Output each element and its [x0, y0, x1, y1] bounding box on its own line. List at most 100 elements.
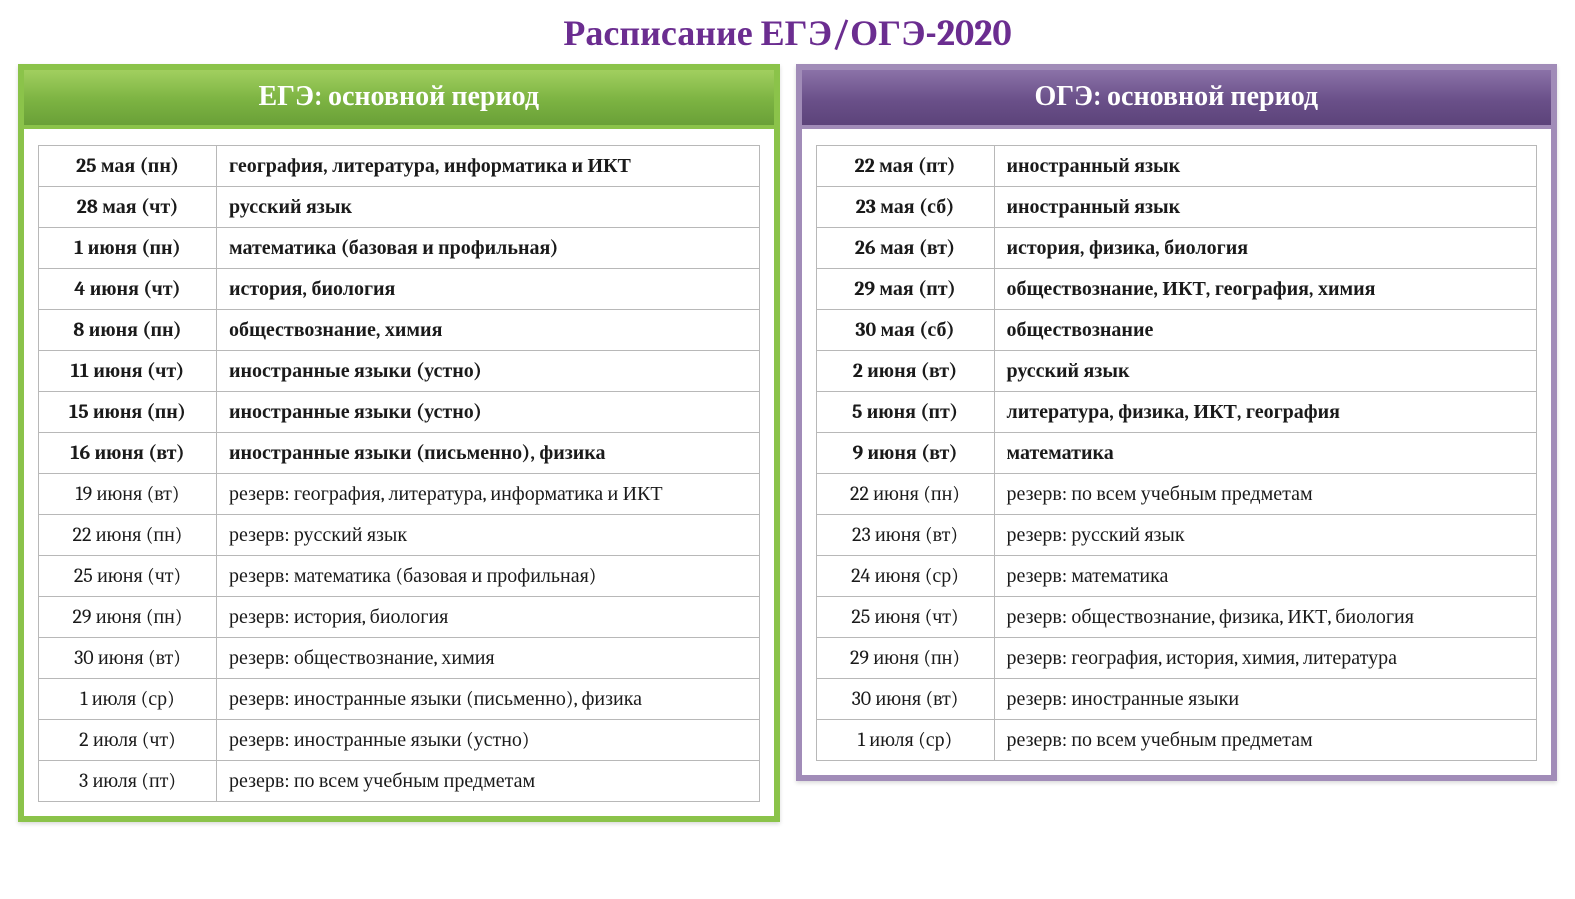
date-cell: 8 июня (пн) [39, 310, 217, 351]
subject-cell: резерв: по всем учебным предметам [217, 761, 760, 802]
date-cell: 30 мая (сб) [816, 310, 994, 351]
subject-cell: резерв: по всем учебным предметам [994, 474, 1537, 515]
date-cell: 5 июня (пт) [816, 392, 994, 433]
date-cell: 1 июля (ср) [816, 720, 994, 761]
subject-cell: резерв: география, история, химия, литер… [994, 638, 1537, 679]
table-row: 9 июня (вт)математика [816, 433, 1537, 474]
table-row: 22 мая (пт)иностранный язык [816, 146, 1537, 187]
table-row: 30 мая (сб)обществознание [816, 310, 1537, 351]
page-title: Расписание ЕГЭ/ОГЭ-2020 [18, 12, 1557, 54]
date-cell: 16 июня (вт) [39, 433, 217, 474]
table-row: 15 июня (пн)иностранные языки (устно) [39, 392, 760, 433]
subject-cell: русский язык [217, 187, 760, 228]
subject-cell: иностранные языки (устно) [217, 392, 760, 433]
date-cell: 25 мая (пн) [39, 146, 217, 187]
table-row: 28 мая (чт)русский язык [39, 187, 760, 228]
table-row: 3 июля (пт)резерв: по всем учебным предм… [39, 761, 760, 802]
panel-oge-body: 22 мая (пт)иностранный язык23 мая (сб)ин… [802, 129, 1552, 775]
subject-cell: резерв: история, биология [217, 597, 760, 638]
date-cell: 23 мая (сб) [816, 187, 994, 228]
subject-cell: история, биология [217, 269, 760, 310]
date-cell: 9 июня (вт) [816, 433, 994, 474]
panel-ege: ЕГЭ: основной период 25 мая (пн)географи… [18, 64, 780, 822]
table-row: 30 июня (вт)резерв: иностранные языки [816, 679, 1537, 720]
table-row: 2 июля (чт)резерв: иностранные языки (ус… [39, 720, 760, 761]
subject-cell: резерв: иностранные языки [994, 679, 1537, 720]
table-row: 25 июня (чт)резерв: обществознание, физи… [816, 597, 1537, 638]
subject-cell: резерв: география, литература, информати… [217, 474, 760, 515]
table-row: 24 июня (ср)резерв: математика [816, 556, 1537, 597]
panel-ege-header: ЕГЭ: основной период [24, 70, 774, 129]
date-cell: 25 июня (чт) [816, 597, 994, 638]
date-cell: 23 июня (вт) [816, 515, 994, 556]
subject-cell: резерв: русский язык [217, 515, 760, 556]
ege-table: 25 мая (пн)география, литература, информ… [38, 145, 760, 802]
subject-cell: география, литература, информатика и ИКТ [217, 146, 760, 187]
table-row: 4 июня (чт)история, биология [39, 269, 760, 310]
date-cell: 30 июня (вт) [816, 679, 994, 720]
table-row: 11 июня (чт)иностранные языки (устно) [39, 351, 760, 392]
table-row: 25 июня (чт)резерв: математика (базовая … [39, 556, 760, 597]
table-row: 19 июня (вт)резерв: география, литератур… [39, 474, 760, 515]
table-row: 26 мая (вт)история, физика, биология [816, 228, 1537, 269]
panels-row: ЕГЭ: основной период 25 мая (пн)географи… [18, 64, 1557, 822]
date-cell: 11 июня (чт) [39, 351, 217, 392]
table-row: 22 июня (пн)резерв: по всем учебным пред… [816, 474, 1537, 515]
table-row: 2 июня (вт)русский язык [816, 351, 1537, 392]
subject-cell: иностранные языки (письменно), физика [217, 433, 760, 474]
table-row: 16 июня (вт)иностранные языки (письменно… [39, 433, 760, 474]
table-row: 23 июня (вт)резерв: русский язык [816, 515, 1537, 556]
table-row: 1 июля (ср)резерв: по всем учебным предм… [816, 720, 1537, 761]
subject-cell: литература, физика, ИКТ, география [994, 392, 1537, 433]
table-row: 23 мая (сб)иностранный язык [816, 187, 1537, 228]
date-cell: 30 июня (вт) [39, 638, 217, 679]
subject-cell: обществознание, ИКТ, география, химия [994, 269, 1537, 310]
subject-cell: иностранные языки (устно) [217, 351, 760, 392]
subject-cell: резерв: математика (базовая и профильная… [217, 556, 760, 597]
date-cell: 1 июня (пн) [39, 228, 217, 269]
table-row: 30 июня (вт)резерв: обществознание, хими… [39, 638, 760, 679]
panel-oge-header: ОГЭ: основной период [802, 70, 1552, 129]
subject-cell: обществознание [994, 310, 1537, 351]
date-cell: 2 июня (вт) [816, 351, 994, 392]
subject-cell: резерв: обществознание, физика, ИКТ, био… [994, 597, 1537, 638]
table-row: 29 июня (пн)резерв: история, биология [39, 597, 760, 638]
subject-cell: резерв: обществознание, химия [217, 638, 760, 679]
subject-cell: резерв: иностранные языки (письменно), ф… [217, 679, 760, 720]
date-cell: 2 июля (чт) [39, 720, 217, 761]
date-cell: 15 июня (пн) [39, 392, 217, 433]
date-cell: 29 июня (пн) [39, 597, 217, 638]
subject-cell: резерв: иностранные языки (устно) [217, 720, 760, 761]
table-row: 1 июля (ср)резерв: иностранные языки (пи… [39, 679, 760, 720]
table-row: 29 мая (пт)обществознание, ИКТ, географи… [816, 269, 1537, 310]
date-cell: 29 июня (пн) [816, 638, 994, 679]
subject-cell: математика [994, 433, 1537, 474]
date-cell: 19 июня (вт) [39, 474, 217, 515]
date-cell: 22 мая (пт) [816, 146, 994, 187]
subject-cell: обществознание, химия [217, 310, 760, 351]
subject-cell: резерв: математика [994, 556, 1537, 597]
subject-cell: русский язык [994, 351, 1537, 392]
table-row: 29 июня (пн)резерв: география, история, … [816, 638, 1537, 679]
subject-cell: резерв: русский язык [994, 515, 1537, 556]
date-cell: 22 июня (пн) [816, 474, 994, 515]
table-row: 25 мая (пн)география, литература, информ… [39, 146, 760, 187]
date-cell: 29 мая (пт) [816, 269, 994, 310]
subject-cell: иностранный язык [994, 146, 1537, 187]
schedule-container: Расписание ЕГЭ/ОГЭ-2020 ЕГЭ: основной пе… [0, 0, 1575, 842]
subject-cell: математика (базовая и профильная) [217, 228, 760, 269]
date-cell: 28 мая (чт) [39, 187, 217, 228]
table-row: 5 июня (пт)литература, физика, ИКТ, геог… [816, 392, 1537, 433]
subject-cell: резерв: по всем учебным предметам [994, 720, 1537, 761]
date-cell: 25 июня (чт) [39, 556, 217, 597]
oge-table: 22 мая (пт)иностранный язык23 мая (сб)ин… [816, 145, 1538, 761]
subject-cell: история, физика, биология [994, 228, 1537, 269]
panel-oge: ОГЭ: основной период 22 мая (пт)иностран… [796, 64, 1558, 781]
date-cell: 1 июля (ср) [39, 679, 217, 720]
table-row: 8 июня (пн)обществознание, химия [39, 310, 760, 351]
panel-ege-body: 25 мая (пн)география, литература, информ… [24, 129, 774, 816]
date-cell: 24 июня (ср) [816, 556, 994, 597]
date-cell: 26 мая (вт) [816, 228, 994, 269]
date-cell: 4 июня (чт) [39, 269, 217, 310]
table-row: 1 июня (пн)математика (базовая и профиль… [39, 228, 760, 269]
